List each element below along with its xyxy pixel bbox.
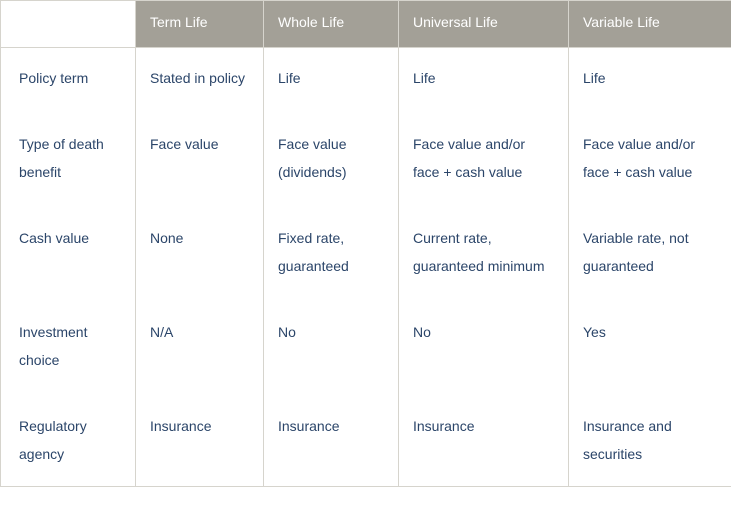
cell: Face value and/or face + cash value <box>399 114 569 208</box>
cell: Insurance <box>264 396 399 487</box>
cell: N/A <box>136 302 264 396</box>
cell: Insurance <box>136 396 264 487</box>
col-header-blank <box>1 1 136 48</box>
cell: No <box>264 302 399 396</box>
cell: Fixed rate, guaranteed <box>264 208 399 302</box>
row-label: Regulatory agency <box>1 396 136 487</box>
cell: Variable rate, not guaranteed <box>569 208 731 302</box>
col-header-term-life: Term Life <box>136 1 264 48</box>
cell: Life <box>569 47 731 114</box>
table-row: Policy term Stated in policy Life Life L… <box>1 47 731 114</box>
row-label: Cash value <box>1 208 136 302</box>
col-header-whole-life: Whole Life <box>264 1 399 48</box>
cell: Face value and/or face + cash value <box>569 114 731 208</box>
cell: Stated in policy <box>136 47 264 114</box>
table-row: Cash value None Fixed rate, guaranteed C… <box>1 208 731 302</box>
cell: Current rate, guaranteed minimum <box>399 208 569 302</box>
cell: Yes <box>569 302 731 396</box>
cell: Face value (dividends) <box>264 114 399 208</box>
cell: None <box>136 208 264 302</box>
col-header-variable-life: Variable Life <box>569 1 731 48</box>
row-label: Type of death benefit <box>1 114 136 208</box>
row-label: Policy term <box>1 47 136 114</box>
col-header-universal-life: Universal Life <box>399 1 569 48</box>
table-row: Regulatory agency Insurance Insurance In… <box>1 396 731 487</box>
cell: Life <box>399 47 569 114</box>
insurance-comparison-table: Term Life Whole Life Universal Life Vari… <box>0 0 731 487</box>
cell: Face value <box>136 114 264 208</box>
row-label: Investment choice <box>1 302 136 396</box>
cell: Insurance and securities <box>569 396 731 487</box>
cell: Insurance <box>399 396 569 487</box>
table-row: Investment choice N/A No No Yes <box>1 302 731 396</box>
cell: No <box>399 302 569 396</box>
table-header-row: Term Life Whole Life Universal Life Vari… <box>1 1 731 48</box>
table-row: Type of death benefit Face value Face va… <box>1 114 731 208</box>
cell: Life <box>264 47 399 114</box>
